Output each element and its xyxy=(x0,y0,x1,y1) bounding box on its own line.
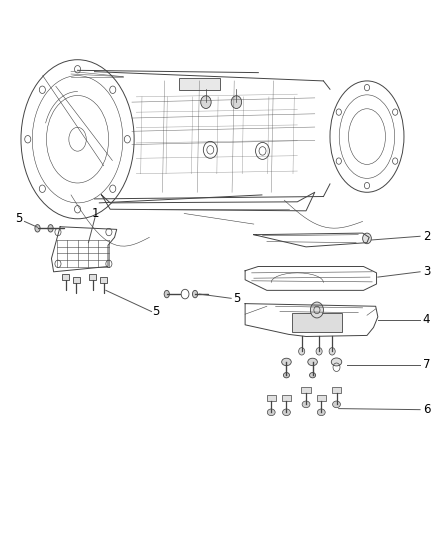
Circle shape xyxy=(201,96,211,109)
FancyBboxPatch shape xyxy=(292,313,342,332)
FancyBboxPatch shape xyxy=(73,277,80,282)
Ellipse shape xyxy=(331,358,342,366)
FancyBboxPatch shape xyxy=(100,277,107,282)
FancyBboxPatch shape xyxy=(179,78,220,90)
Circle shape xyxy=(299,348,305,355)
Ellipse shape xyxy=(282,358,291,366)
FancyBboxPatch shape xyxy=(332,387,341,393)
Circle shape xyxy=(231,96,242,109)
FancyBboxPatch shape xyxy=(282,394,291,401)
Text: 6: 6 xyxy=(423,403,430,416)
FancyBboxPatch shape xyxy=(301,387,311,393)
Ellipse shape xyxy=(310,373,316,378)
FancyBboxPatch shape xyxy=(267,394,276,401)
Ellipse shape xyxy=(302,401,310,408)
Text: 4: 4 xyxy=(423,313,430,326)
Circle shape xyxy=(329,348,335,355)
FancyBboxPatch shape xyxy=(89,274,96,280)
Text: 5: 5 xyxy=(233,292,240,305)
Ellipse shape xyxy=(164,290,170,298)
FancyBboxPatch shape xyxy=(62,274,69,280)
Text: 2: 2 xyxy=(423,230,430,243)
Ellipse shape xyxy=(332,401,340,408)
Ellipse shape xyxy=(308,358,318,366)
Text: 5: 5 xyxy=(15,212,22,225)
Ellipse shape xyxy=(283,373,290,378)
Text: 1: 1 xyxy=(91,207,99,220)
Ellipse shape xyxy=(35,224,40,232)
Circle shape xyxy=(316,348,322,355)
FancyBboxPatch shape xyxy=(317,394,326,401)
Circle shape xyxy=(363,233,371,244)
Ellipse shape xyxy=(267,409,275,416)
Ellipse shape xyxy=(318,409,325,416)
Circle shape xyxy=(311,302,323,318)
Ellipse shape xyxy=(48,224,53,232)
Text: 7: 7 xyxy=(423,358,430,371)
Ellipse shape xyxy=(283,409,290,416)
Ellipse shape xyxy=(192,290,198,298)
Text: 3: 3 xyxy=(423,265,430,278)
Text: 5: 5 xyxy=(152,305,159,318)
